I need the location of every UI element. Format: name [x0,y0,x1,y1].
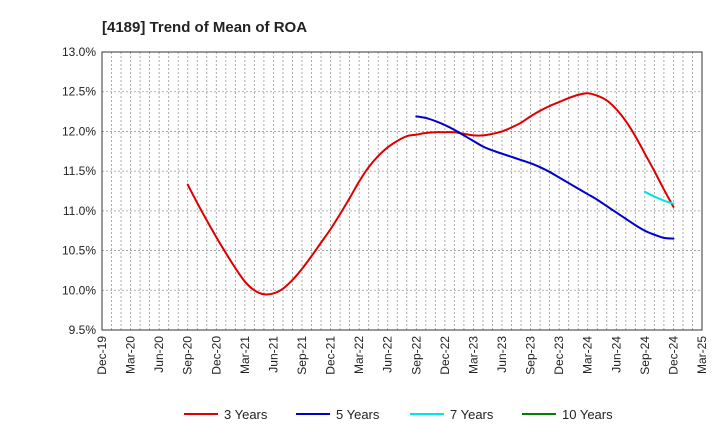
y-tick-label: 12.0% [62,124,96,138]
series-line-3-years [186,92,675,296]
x-tick-label: Dec-24 [666,336,680,375]
y-tick-label: 10.5% [62,244,96,258]
y-tick-label: 13.0% [62,45,96,59]
chart-title: [4189] Trend of Mean of ROA [102,19,307,36]
legend-label-10-years: 10 Years [562,407,613,422]
x-tick-label: Sep-24 [638,336,652,375]
legend-label-5-years: 5 Years [336,407,380,422]
x-tick-label: Dec-22 [438,336,452,375]
x-tick-label: Jun-24 [609,336,623,373]
x-tick-label: Dec-23 [552,336,566,375]
x-tick-label: Mar-24 [581,336,595,374]
x-tick-label: Jun-23 [495,336,509,373]
y-tick-label: 9.5% [69,323,97,337]
x-tick-label: Dec-20 [209,336,223,375]
x-tick-label: Dec-19 [95,336,109,375]
x-tick-label: Jun-22 [381,336,395,373]
x-tick-label: Mar-20 [124,336,138,374]
legend-label-3-years: 3 Years [224,407,268,422]
y-axis-ticks: 9.5% 10.0% 10.5% 11.0% 11.5% 12.0% 12.5% 13.0% [62,45,96,337]
x-tick-label: Mar-25 [695,336,709,374]
series-layer [186,92,675,296]
x-axis-ticks: Dec-19 Mar-20 Jun-20 Sep-20 Dec-20 Mar-21 Jun-… [95,336,709,375]
plot-area [101,51,703,331]
x-tick-label: Mar-22 [352,336,366,374]
x-tick-label: Jun-20 [152,336,166,373]
legend-label-7-years: 7 Years [450,407,494,422]
x-tick-label: Sep-22 [409,336,423,375]
series-line-7-years [643,190,675,205]
y-tick-label: 11.0% [63,204,96,218]
x-tick-label: Mar-23 [466,336,480,374]
x-tick-label: Sep-21 [295,336,309,375]
y-tick-label: 10.0% [62,283,96,297]
x-tick-label: Sep-23 [524,336,538,375]
y-tick-label: 12.5% [62,85,96,99]
x-tick-label: Sep-20 [181,336,195,375]
series-line-5-years [415,115,675,240]
x-tick-label: Dec-21 [324,336,338,375]
y-tick-label: 11.5% [63,164,96,178]
x-tick-label: Mar-21 [238,336,252,374]
x-tick-label: Jun-21 [266,336,280,373]
legend: 3 Years 5 Years 7 Years 10 Years [184,407,613,422]
